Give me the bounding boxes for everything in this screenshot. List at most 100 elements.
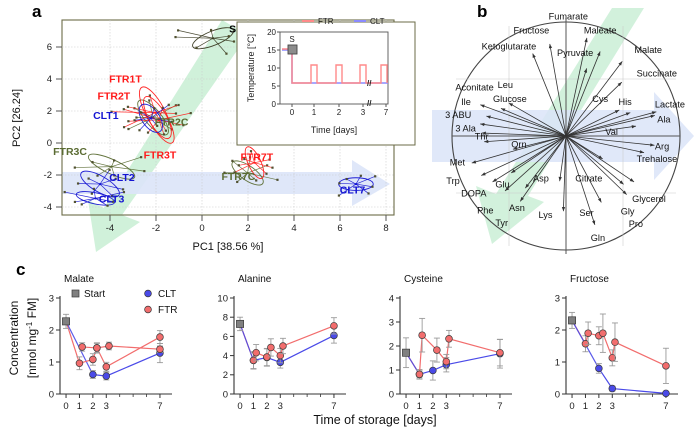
inset-x-tick: 7 xyxy=(384,108,389,117)
pc2-axis-label: PC2 [26.24] xyxy=(11,89,23,147)
loading-vector-Ala xyxy=(565,114,655,137)
loading-label-Lactate: Lactate xyxy=(655,100,685,110)
x-tick: 6 xyxy=(337,223,342,234)
loading-vectors xyxy=(471,37,657,226)
inset-y-tick: 0 xyxy=(272,100,277,109)
loading-label-Succinate: Succinate xyxy=(637,69,677,79)
y-tick: 4 xyxy=(223,351,228,362)
loading-label-Leu: Leu xyxy=(498,80,513,90)
loading-label-Ile: Ile xyxy=(461,97,471,107)
y-tick: -2 xyxy=(44,170,52,181)
y-tick: 6 xyxy=(223,332,228,343)
inset-x-tick: 0 xyxy=(290,108,295,117)
panel-b-letter: b xyxy=(477,2,488,21)
loading-vector-Leu xyxy=(508,102,567,137)
legend-marker-start xyxy=(71,289,80,298)
x-tick: 3 xyxy=(444,401,449,412)
x-tick: 1 xyxy=(583,401,588,412)
y-tick: 3 xyxy=(555,293,560,304)
loading-vector-Lys xyxy=(561,135,567,212)
score-label-CLT2: CLT2 xyxy=(109,172,135,184)
loading-label-Ser: Ser xyxy=(579,208,593,218)
panel-c-legend: Start CLT FTR xyxy=(71,289,177,316)
cluster-FTR2T xyxy=(122,96,192,144)
x-tick: 0 xyxy=(237,401,242,412)
loading-vector-3-ABU xyxy=(480,122,567,137)
score-label-FTR7T: FTR7T xyxy=(240,151,273,163)
x-axis-ticks: -4 -2 0 2 4 6 8 xyxy=(106,215,389,234)
loading-vector-Val xyxy=(565,125,637,137)
loading-vector-Arg xyxy=(565,135,655,147)
x-tick: 0 xyxy=(63,401,68,412)
loading-vector-Cys xyxy=(565,109,620,137)
loading-vector-Asp xyxy=(558,135,567,182)
score-label-FTR3T: FTR3T xyxy=(144,150,177,162)
x-tick: 2 xyxy=(430,401,435,412)
x-tick: 7 xyxy=(157,401,162,412)
panel-a: a xyxy=(0,0,432,258)
loading-label-Citrate: Citrate xyxy=(575,174,602,184)
loading-vector-Gln xyxy=(565,135,596,226)
clt-line xyxy=(253,334,335,363)
start-point xyxy=(402,348,410,357)
loading-label-Trehalose: Trehalose xyxy=(637,154,678,164)
loading-label-DOPA: DOPA xyxy=(461,188,487,198)
loading-label-Arg: Arg xyxy=(655,142,669,152)
loading-label-3-ABU: 3 ABU xyxy=(445,110,471,120)
loading-vector-DOPA xyxy=(492,135,567,183)
legend-label-start: Start xyxy=(84,289,105,300)
x-tick: 4 xyxy=(291,223,296,234)
loading-label-Glucose: Glucose xyxy=(493,94,527,104)
ftr-point xyxy=(267,343,275,352)
inset-legend: FTR CLT xyxy=(302,17,385,26)
ftr-point xyxy=(496,348,504,357)
clt-point xyxy=(102,372,111,380)
inset-y-tick: 5 xyxy=(272,82,277,91)
x-tick: 0 xyxy=(199,223,204,234)
loading-vector-3-Ala xyxy=(481,131,567,137)
loading-label-Gln: Gln xyxy=(591,233,605,243)
cluster-S xyxy=(174,27,236,55)
x-tick: 7 xyxy=(331,401,336,412)
ftr-point xyxy=(78,343,86,351)
axis-break-symbol: // xyxy=(367,99,372,108)
cluster-FTR7T xyxy=(233,146,274,180)
clt-point xyxy=(608,384,617,393)
loading-vector-Met xyxy=(471,135,567,164)
clt-point xyxy=(662,389,670,398)
y-tick: 3 xyxy=(49,293,54,304)
blue-trend-arrow xyxy=(62,160,390,206)
y-tick: 8 xyxy=(223,313,228,324)
x-tick: 3 xyxy=(610,401,615,412)
loading-vector-Fructose xyxy=(548,43,567,137)
ftr-point xyxy=(93,344,101,352)
ftr-point xyxy=(252,348,260,357)
clt-point xyxy=(429,366,437,375)
cluster-CLT7 xyxy=(337,174,377,197)
loading-vector-Gly xyxy=(565,135,624,185)
inset-y-tick: 15 xyxy=(267,46,276,55)
ftr-point xyxy=(581,340,590,348)
loading-label-Thr: Thr xyxy=(475,131,489,141)
loading-label-Glycerol: Glycerol xyxy=(632,194,666,204)
inset-y-tick: 10 xyxy=(267,64,276,73)
subplot-title: Malate xyxy=(64,274,94,285)
clt-line xyxy=(419,353,501,375)
loading-label-Lys: Lys xyxy=(538,210,552,220)
legend-label-ftr: FTR xyxy=(158,305,177,316)
inset-x-axis-label: Time [days] xyxy=(311,125,357,135)
loading-labels: Fumarate Maleate Fructose Ketoglutarate Pyru… xyxy=(445,12,685,243)
loading-vector-His xyxy=(565,112,631,137)
ftr-point xyxy=(279,342,287,350)
y-tick: 2 xyxy=(47,106,52,117)
subplot-title: Alanine xyxy=(238,274,272,285)
score-label-CLT1: CLT1 xyxy=(93,110,119,122)
y-tick: -4 xyxy=(44,202,52,213)
loading-label-Aconitate: Aconitate xyxy=(455,82,493,92)
score-label-FTR3C: FTR3C xyxy=(53,146,87,158)
pca-loading-plot: Fumarate Maleate Fructose Ketoglutarate Pyru… xyxy=(432,8,694,254)
x-tick: 3 xyxy=(104,401,109,412)
inset-x-ticks: 0 1 2 3 7 xyxy=(290,104,389,117)
start-point xyxy=(236,319,244,328)
